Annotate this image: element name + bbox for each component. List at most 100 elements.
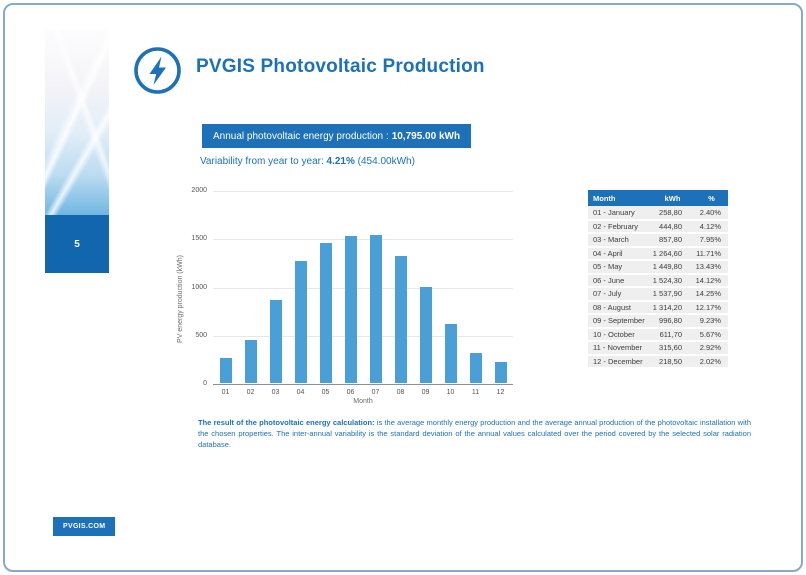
table-cell: 12 - December — [588, 354, 650, 369]
bar-06 — [344, 235, 357, 383]
note-bold-lead: The result of the photovoltaic energy ca… — [198, 418, 375, 427]
table-cell: 2.40% — [695, 206, 728, 221]
variability-extra: (454.00kWh) — [354, 156, 415, 167]
table-cell: 258,80 — [650, 206, 695, 221]
x-tick-label: 08 — [396, 389, 405, 396]
table-row: 08 - August 1 314,20 12.17% — [588, 300, 728, 315]
sidebar-strip: 5 — [45, 30, 109, 273]
gridline — [213, 335, 513, 337]
report-page: 5 PVGIS Photovoltaic Production Annual p… — [3, 3, 803, 572]
table-cell: 1 449,80 — [650, 260, 695, 275]
calculation-note: The result of the photovoltaic energy ca… — [198, 417, 751, 450]
table-cell: 4.12% — [695, 219, 728, 234]
bar-02 — [244, 340, 257, 383]
x-tick-label: 12 — [496, 389, 505, 396]
x-tick-label: 03 — [271, 389, 280, 396]
bar-08 — [394, 256, 407, 383]
note-body: is the average monthly energy production… — [198, 418, 751, 449]
table-row: 12 - December 218,50 2.02% — [588, 354, 728, 369]
bar-11 — [469, 352, 482, 383]
y-tick-label: 1000 — [191, 283, 207, 291]
table-header-cell: kWh — [650, 190, 695, 206]
table-row: 11 - November 315,60 2.92% — [588, 341, 728, 356]
page-number-badge: 5 — [45, 215, 109, 273]
page-number: 5 — [74, 238, 80, 250]
variability-label: Variability from year to year: — [200, 156, 327, 167]
banner-label: Annual photovoltaic energy production : — [213, 130, 389, 142]
table-cell: 857,80 — [650, 233, 695, 248]
banner-value: 10,795.00 kWh — [391, 130, 461, 142]
table-cell: 5.67% — [695, 327, 728, 342]
bar-07 — [369, 234, 382, 383]
table-cell: 218,50 — [650, 354, 695, 369]
table-cell: 12.17% — [695, 300, 728, 315]
y-tick-label: 1500 — [191, 235, 207, 243]
bar-03 — [269, 300, 282, 383]
table-header-row: Month kWh% — [588, 190, 728, 206]
pvgis-com-badge[interactable]: PVGIS.COM — [53, 517, 116, 536]
x-tick-label: 02 — [246, 389, 255, 396]
variability-value: 4.21% — [326, 156, 355, 167]
table-cell: 11 - November — [588, 341, 650, 356]
bar-12 — [494, 361, 507, 383]
table-row: 09 - September 996,80 9.23% — [588, 314, 728, 329]
table-cell: 14.25% — [695, 287, 728, 302]
table-cell: 611,70 — [650, 327, 695, 342]
table-cell: 06 - June — [588, 273, 650, 288]
table-cell: 2.02% — [695, 354, 728, 369]
table-row: 04 - April 1 264,60 11.71% — [588, 246, 728, 261]
chart-y-axis-label: PV energy production (kWh) — [177, 255, 184, 343]
x-tick-label: 05 — [321, 389, 330, 396]
x-tick-label: 10 — [446, 389, 455, 396]
table-cell: 13.43% — [695, 260, 728, 275]
annual-production-banner: Annual photovoltaic energy production : … — [202, 124, 472, 148]
gridline — [213, 191, 513, 192]
y-tick-label: 2000 — [191, 187, 207, 194]
table-cell: 04 - April — [588, 246, 650, 261]
page-title: PVGIS Photovoltaic Production — [196, 56, 485, 77]
table-cell: 2.92% — [695, 341, 728, 356]
table-row: 03 - March 857,80 7.95% — [588, 233, 728, 248]
table-row: 01 - January 258,80 2.40% — [588, 206, 728, 221]
table-cell: 315,60 — [650, 341, 695, 356]
solar-panel-image — [45, 30, 109, 215]
bar-09 — [419, 286, 432, 383]
table-row: 05 - May 1 449,80 13.43% — [588, 260, 728, 275]
table-cell: 1 314,20 — [650, 300, 695, 315]
bar-10 — [444, 323, 457, 383]
table-cell: 01 - January — [588, 206, 650, 221]
bar-05 — [319, 243, 332, 383]
table-row: 06 - June 1 524,30 14.12% — [588, 273, 728, 288]
table-row: 02 - February 444,80 4.12% — [588, 219, 728, 234]
gridline — [213, 239, 513, 241]
x-tick-label: 04 — [296, 389, 305, 396]
table-cell: 02 - February — [588, 219, 650, 234]
x-tick-label: 09 — [421, 389, 430, 396]
variability-line: Variability from year to year: 4.21% (45… — [200, 156, 415, 167]
table-header-cell: Month — [588, 190, 650, 206]
gridline — [213, 287, 513, 289]
x-tick-label: 01 — [221, 389, 230, 396]
table-cell: 10 - October — [588, 327, 650, 342]
bar-04 — [294, 260, 307, 383]
table-cell: 444,80 — [650, 219, 695, 234]
table-cell: 9.23% — [695, 314, 728, 329]
x-tick-label: 07 — [371, 389, 380, 396]
table-cell: 08 - August — [588, 300, 650, 315]
chart-plot-area: 0 500 1000 1500 2000 01 02 03 04 05 06 07 08 09 10 11 12 — [191, 187, 513, 396]
x-tick-label: 06 — [346, 389, 355, 396]
chart-x-axis-label: Month — [353, 398, 373, 405]
table-row: 07 - July 1 537,90 14.25% — [588, 287, 728, 302]
y-tick-label: 0 — [203, 380, 207, 387]
lightning-bolt-icon — [132, 45, 183, 96]
table-cell: 1 524,30 — [650, 273, 695, 288]
monthly-production-table: Month kWh% 01 - January 258,80 2.40% 02 - Fe… — [588, 190, 728, 369]
table-cell: 1 264,60 — [650, 246, 695, 261]
table-cell: 7.95% — [695, 233, 728, 248]
table-header-cell: % — [695, 190, 728, 206]
x-tick-label: 11 — [471, 389, 480, 396]
y-tick-label: 500 — [195, 331, 207, 339]
table-cell: 09 - September — [588, 314, 650, 329]
table-cell: 03 - March — [588, 233, 650, 248]
table-row: 10 - October 611,70 5.67% — [588, 327, 728, 342]
